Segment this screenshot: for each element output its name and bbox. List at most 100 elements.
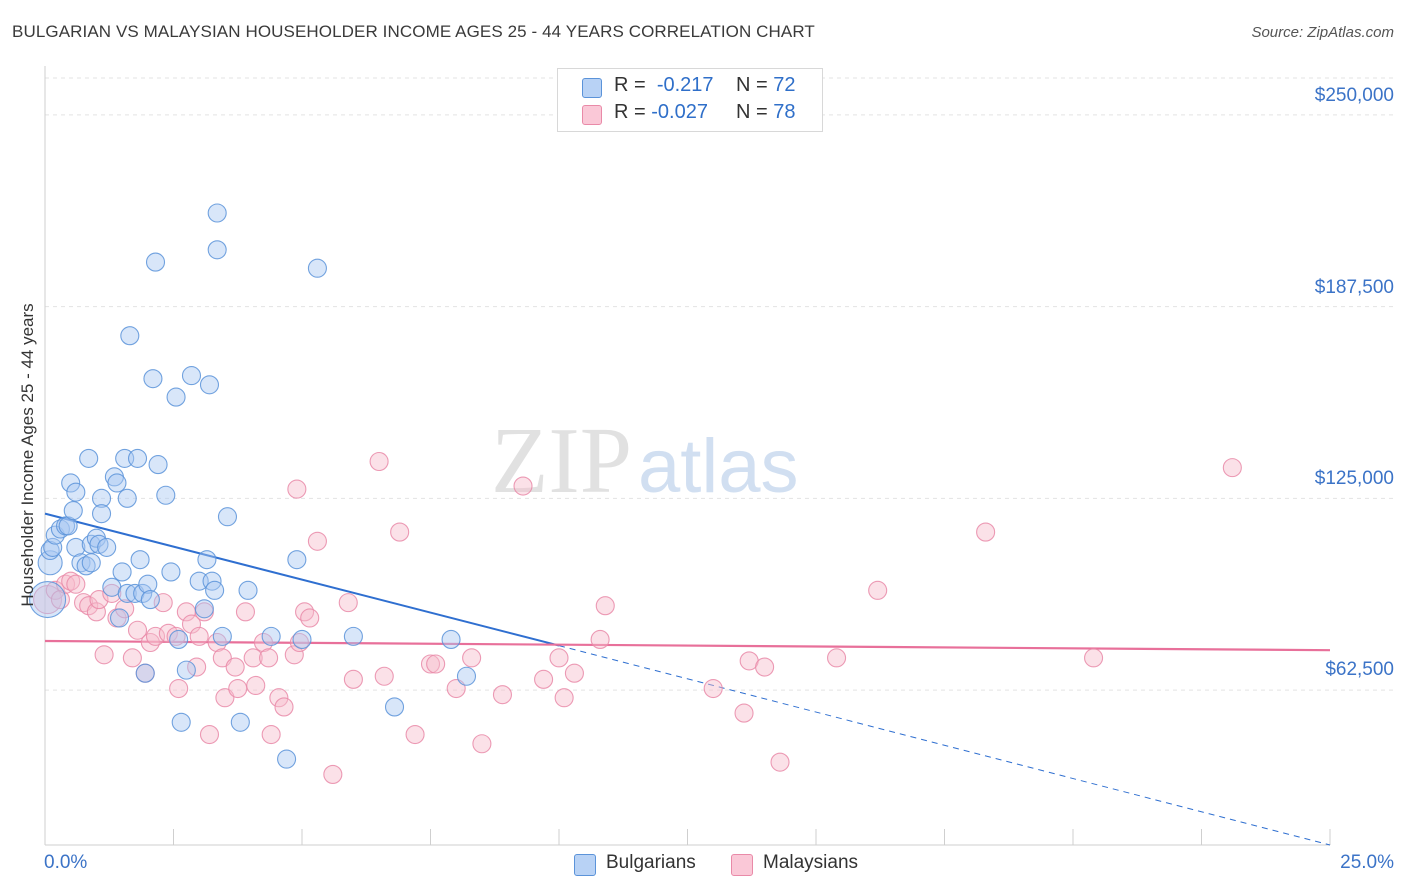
bulgarian-point [207, 240, 227, 260]
bulgarian-point [169, 629, 189, 649]
malaysian-point [199, 725, 220, 745]
bulgarian-point [277, 749, 297, 769]
bulgarian-point [166, 387, 186, 407]
chart-source: Source: ZipAtlas.com [1251, 24, 1394, 41]
malaysian-point [287, 479, 307, 499]
malaysian-point [289, 632, 309, 653]
malaysian-point [225, 657, 245, 677]
malaysian-point [158, 623, 178, 643]
malaysian-point [390, 522, 410, 542]
bulgarian-point [109, 608, 130, 628]
correlation-legend: R = -0.217 N = 72 R = -0.027 N = 78 [557, 68, 823, 132]
malaysian-point [755, 657, 775, 677]
watermark-atlas: atlas [638, 424, 799, 509]
malaysian-point [492, 685, 513, 705]
malaysian-point [446, 678, 466, 699]
malaysian-point [513, 476, 533, 496]
trend-line-bulgarians [44, 512, 560, 647]
malaysian-point [140, 632, 160, 653]
malaysian-point [338, 593, 358, 613]
bulgarian-point [91, 504, 112, 524]
series-legend: Bulgarians Malaysians [0, 852, 1406, 878]
watermark: ZIP atlas [491, 409, 799, 513]
y-tick-label-62500: $62,500 [1325, 659, 1394, 680]
malaysian-point [426, 654, 446, 674]
malaysian-point [94, 645, 114, 665]
bulgarian-point [130, 550, 150, 570]
malaysian-point [343, 669, 363, 689]
bulgarian-point [79, 448, 99, 468]
malaysian-point [259, 648, 279, 668]
bulgarian-point [117, 583, 137, 603]
bulgarian-point [212, 626, 232, 646]
bulgarian-point [127, 448, 148, 468]
malaysian-point [462, 648, 482, 668]
malaysian-point [1222, 458, 1242, 478]
malaysian-point [595, 596, 615, 616]
malaysian-point [590, 629, 610, 649]
watermark-zip: ZIP [491, 409, 632, 513]
y-axis-title: Householder Income Ages 25 - 44 years [18, 303, 37, 607]
y-tick-label-250000: $250,000 [1314, 85, 1394, 106]
trend-line-bulgarians-extrapolated [558, 645, 1331, 846]
malaysians-swatch [582, 105, 602, 125]
bulgarian-point [63, 501, 83, 521]
n-label: N = [736, 74, 768, 96]
malaysian-point [74, 593, 94, 613]
malaysian-point [127, 620, 148, 640]
bulgarian-point [133, 583, 153, 603]
malaysian-point [405, 725, 425, 745]
bulgarian-point [71, 553, 91, 573]
bulgarian-point [143, 369, 163, 389]
bulgarian-point [76, 556, 96, 576]
y-tick-label-125000: $125,000 [1314, 468, 1394, 489]
trend-line-malaysians [44, 639, 1331, 652]
bulgarian-point [217, 507, 238, 527]
bulgarian-point [58, 516, 78, 536]
chart-title: BULGARIAN VS MALAYSIAN HOUSEHOLDER INCOM… [12, 22, 815, 41]
malaysian-point [189, 626, 209, 646]
bulgarian-point [156, 485, 176, 505]
bulgarian-point [194, 599, 214, 619]
bulgarian-point [66, 482, 86, 502]
bulgarian-point [181, 366, 202, 386]
malaysian-point [734, 703, 754, 723]
bulgarian-point [441, 629, 461, 649]
r-value-malaysians: -0.027 [651, 101, 708, 123]
y-tick-label-187500: $187,500 [1314, 277, 1394, 298]
malaysian-point [307, 531, 327, 551]
bulgarian-point [205, 580, 225, 600]
malaysian-point [215, 688, 235, 708]
malaysian-point [534, 669, 554, 689]
data-points [29, 203, 1242, 784]
bulgarian-point [50, 519, 70, 539]
bulgarian-point [29, 581, 67, 619]
malaysian-point [261, 725, 281, 745]
bulgarian-point [97, 537, 117, 557]
bulgarian-point [456, 666, 477, 686]
bulgarian-point [81, 553, 101, 573]
r-label: R = [614, 101, 646, 123]
bulgarian-point [120, 326, 140, 346]
malaysian-point [868, 580, 888, 600]
bulgarian-point [230, 712, 250, 732]
malaysian-point [420, 654, 441, 674]
malaysian-point [212, 648, 232, 668]
malaysian-point [554, 688, 574, 708]
malaysian-point [228, 678, 248, 699]
malaysian-point [976, 522, 996, 542]
bulgarian-point [287, 550, 307, 570]
n-value-malaysians: 78 [773, 101, 796, 123]
malaysian-point [300, 608, 320, 628]
bulgarian-point [66, 537, 86, 557]
malaysian-point [770, 752, 790, 772]
malaysian-point [1084, 648, 1104, 668]
malaysian-point [66, 574, 86, 594]
bulgarian-point [176, 660, 196, 680]
bulgarian-point [197, 550, 217, 570]
bulgarian-point [117, 488, 137, 508]
bulgarian-point [261, 626, 281, 646]
malaysian-point [564, 663, 584, 683]
malaysian-point [122, 648, 142, 668]
legend-label-malaysians: Malaysians [763, 852, 859, 873]
